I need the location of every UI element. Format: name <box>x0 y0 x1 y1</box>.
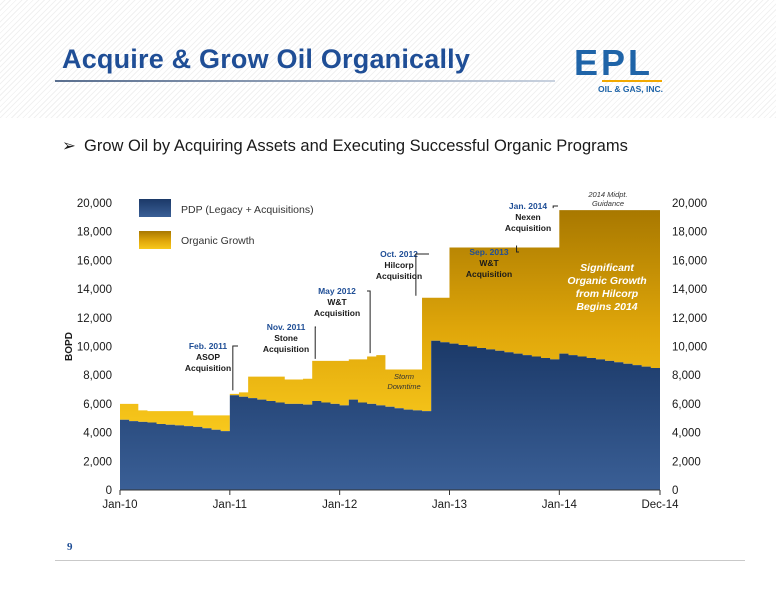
y-tick-label-left: 2,000 <box>83 456 112 468</box>
annotation-date: Nov. 2011 <box>267 322 306 332</box>
x-tick-label: Dec-14 <box>641 499 679 511</box>
logo-wordmark: EPL <box>574 42 654 83</box>
annotation-label: Acquisition <box>185 363 231 373</box>
y-tick-label-left: 10,000 <box>77 342 112 354</box>
significant-growth-label: from Hilcorp <box>576 288 639 300</box>
legend-swatch-pdp <box>139 199 171 217</box>
significant-growth-label: Organic Growth <box>567 275 646 287</box>
bullet-text: Grow Oil by Acquiring Assets and Executi… <box>84 137 628 155</box>
annotation-label: Stone <box>274 333 298 343</box>
y-tick-label-right: 18,000 <box>672 227 707 239</box>
annotation-leader-line <box>415 253 429 296</box>
annotation-date: May 2012 <box>318 286 356 296</box>
legend-label-pdp: PDP (Legacy + Acquisitions) <box>181 204 314 216</box>
annotation-date: Feb. 2011 <box>189 341 228 351</box>
annotation-date: Jan. 2014 <box>509 201 548 211</box>
y-tick-label-left: 8,000 <box>83 370 112 382</box>
annotation-label: Acquisition <box>314 308 360 318</box>
annotation-label: Acquisition <box>466 269 512 279</box>
y-tick-label-right: 20,000 <box>672 198 707 210</box>
y-tick-label-right: 14,000 <box>672 284 707 296</box>
y-tick-label-left: 18,000 <box>77 227 112 239</box>
annotation-label: Acquisition <box>376 271 422 281</box>
y-tick-label-right: 2,000 <box>672 456 701 468</box>
y-tick-label-left: 6,000 <box>83 399 112 411</box>
annotation-leader-line <box>367 290 371 354</box>
legend-swatch-organic <box>139 231 171 249</box>
y-tick-label-left: 4,000 <box>83 428 112 440</box>
y-tick-label-right: 6,000 <box>672 399 701 411</box>
annotation-date: Sep. 2013 <box>469 247 508 257</box>
annotation-date: Oct. 2012 <box>380 249 418 259</box>
annotation-leader-line <box>314 326 316 359</box>
y-tick-label-left: 20,000 <box>77 198 112 210</box>
pdp-area <box>120 340 660 490</box>
annotation-label: Acquisition <box>263 344 309 354</box>
annotation-label: Hilcorp <box>384 260 413 270</box>
annotation-leader-line <box>516 245 519 253</box>
y-tick-label-left: 14,000 <box>77 284 112 296</box>
y-tick-label-right: 16,000 <box>672 255 707 267</box>
annotation-leader-line <box>232 345 238 391</box>
legend-label-organic: Organic Growth <box>181 235 255 247</box>
bullet-point: ➢ Grow Oil by Acquiring Assets and Execut… <box>62 136 628 156</box>
y-axis-title: BOPD <box>64 332 75 361</box>
company-logo: EPL OIL & GAS, INC. <box>574 42 668 100</box>
annotation-label: ASOP <box>196 352 220 362</box>
annotation-label: W&T <box>479 258 499 268</box>
slide-title: Acquire & Grow Oil Organically <box>62 44 471 74</box>
guidance-label: Guidance <box>592 199 624 208</box>
y-tick-label-right: 10,000 <box>672 342 707 354</box>
significant-growth-label: Significant <box>580 262 634 274</box>
y-tick-label-right: 8,000 <box>672 370 701 382</box>
annotation-leader-line <box>552 205 558 209</box>
y-tick-label-right: 4,000 <box>672 428 701 440</box>
annotation-label: W&T <box>327 297 347 307</box>
logo-subtext: OIL & GAS, INC. <box>598 84 664 94</box>
y-tick-label-left: 12,000 <box>77 313 112 325</box>
y-tick-label-left: 16,000 <box>77 255 112 267</box>
x-tick-label: Jan-12 <box>322 499 357 511</box>
annotation-label: Nexen <box>515 212 541 222</box>
y-tick-label-right: 0 <box>672 485 678 497</box>
x-tick-label: Jan-13 <box>432 499 467 511</box>
footer-divider <box>55 560 745 561</box>
storm-downtime-label: Downtime <box>387 382 420 391</box>
guidance-label: 2014 Midpt. <box>587 190 627 199</box>
bullet-arrow-icon: ➢ <box>62 137 76 155</box>
organic-growth-area <box>120 210 660 432</box>
significant-growth-label: Begins 2014 <box>576 301 637 313</box>
y-tick-label-left: 0 <box>106 485 112 497</box>
page-number: 9 <box>67 541 73 553</box>
title-underline <box>55 80 555 82</box>
x-tick-label: Jan-10 <box>102 499 137 511</box>
annotation-label: Acquisition <box>505 223 551 233</box>
header-band <box>0 0 776 118</box>
x-tick-label: Jan-11 <box>213 499 247 511</box>
x-tick-label: Jan-14 <box>542 499 578 511</box>
storm-downtime-label: Storm <box>394 372 414 381</box>
logo-accent-bar <box>602 80 662 82</box>
y-tick-label-right: 12,000 <box>672 313 707 325</box>
